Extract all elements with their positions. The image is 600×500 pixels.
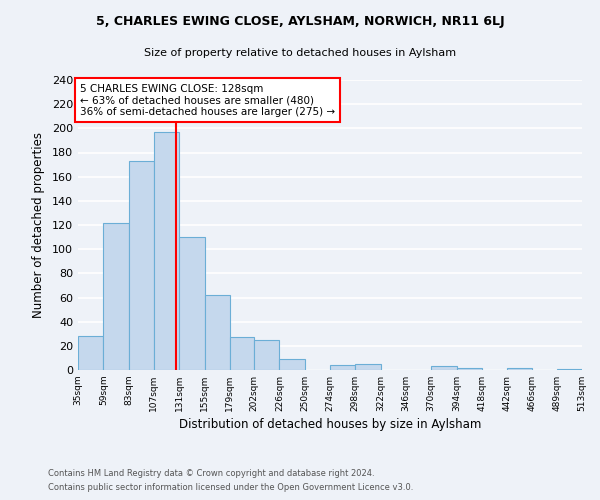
Bar [280, 359, 305, 370]
Bar [557, 369, 582, 370]
Text: Contains public sector information licensed under the Open Government Licence v3: Contains public sector information licen… [48, 484, 413, 492]
Bar [179, 237, 205, 370]
Bar [355, 364, 380, 370]
Bar [431, 366, 457, 370]
Text: 5 CHARLES EWING CLOSE: 128sqm
← 63% of detached houses are smaller (480)
36% of : 5 CHARLES EWING CLOSE: 128sqm ← 63% of d… [80, 84, 335, 117]
X-axis label: Distribution of detached houses by size in Aylsham: Distribution of detached houses by size … [179, 418, 481, 431]
Bar [154, 132, 179, 370]
Bar [205, 295, 230, 370]
Y-axis label: Number of detached properties: Number of detached properties [32, 132, 45, 318]
Bar [254, 340, 280, 370]
Bar [128, 161, 154, 370]
Text: Size of property relative to detached houses in Aylsham: Size of property relative to detached ho… [144, 48, 456, 58]
Bar [230, 338, 254, 370]
Bar [457, 368, 482, 370]
Bar [78, 336, 103, 370]
Text: 5, CHARLES EWING CLOSE, AYLSHAM, NORWICH, NR11 6LJ: 5, CHARLES EWING CLOSE, AYLSHAM, NORWICH… [95, 15, 505, 28]
Bar [330, 365, 355, 370]
Bar [103, 222, 128, 370]
Text: Contains HM Land Registry data © Crown copyright and database right 2024.: Contains HM Land Registry data © Crown c… [48, 468, 374, 477]
Bar [507, 368, 532, 370]
